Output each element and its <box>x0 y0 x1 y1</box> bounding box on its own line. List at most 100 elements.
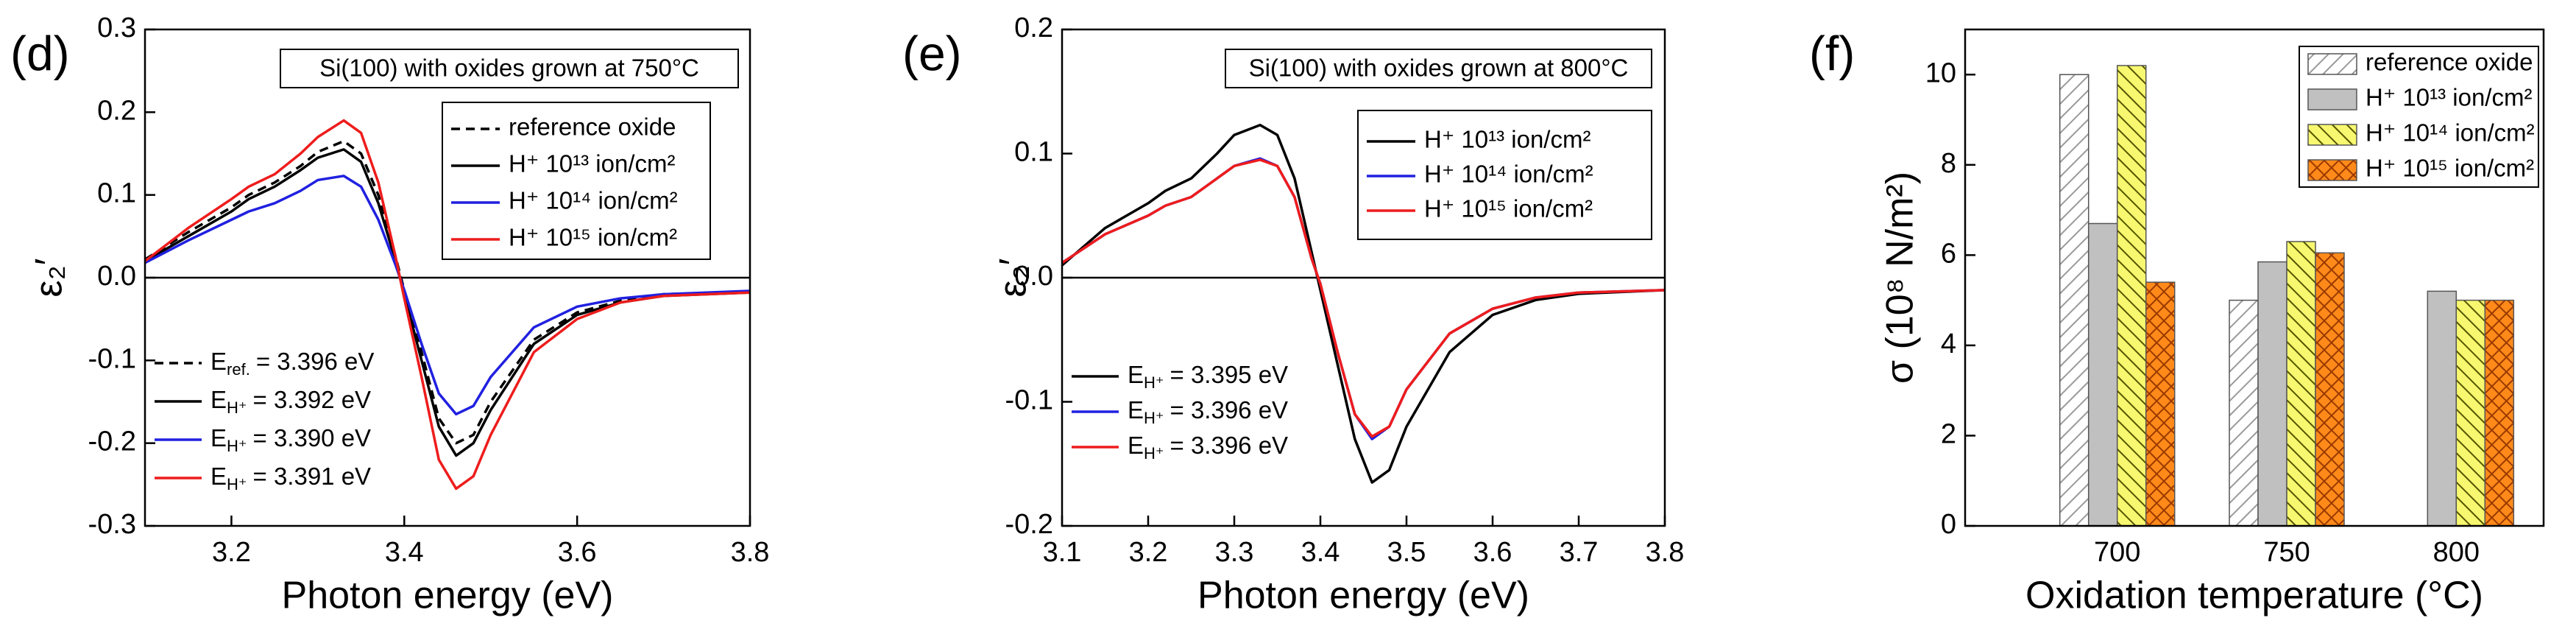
x-tick-label: 750 <box>2263 537 2310 568</box>
annotation-text: = 3.391 eV <box>253 463 372 490</box>
x-tick-label: 3.2 <box>212 537 251 568</box>
y-tick-label: 8 <box>1941 148 1956 179</box>
series-line <box>144 139 751 445</box>
annotation-text: = 3.396 eV <box>256 348 375 375</box>
annotation-text: = 3.390 eV <box>253 424 372 451</box>
plot-frame <box>1964 28 2545 527</box>
legend-label: H⁺ 10¹⁵ ion/cm² <box>509 224 677 251</box>
y-tick-label: 0.2 <box>1014 13 1053 43</box>
annotation-subscript: H⁺ <box>1144 373 1164 392</box>
y-tick-label: -0.1 <box>88 343 136 374</box>
bar <box>2455 299 2486 527</box>
annotation-symbol: E <box>210 348 227 375</box>
legend-label: H⁺ 10¹⁵ ion/cm² <box>1424 195 1593 222</box>
chart-title: Si(100) with oxides grown at 750°C <box>319 55 699 82</box>
annotation: EH⁺ = 3.396 eV <box>1128 396 1288 427</box>
bar <box>2484 299 2515 527</box>
y-axis-label: ε₂′ <box>992 258 1035 297</box>
annotation: EH⁺ = 3.396 eV <box>1128 432 1288 463</box>
annotation: EH⁺ = 3.391 eV <box>210 463 371 493</box>
y-tick-label: 0 <box>1941 509 1956 540</box>
annotation-subscript: H⁺ <box>1144 409 1164 427</box>
annotation-symbol: E <box>210 424 227 451</box>
legend-label: reference oxide <box>509 113 676 141</box>
annotation: EH⁺ = 3.395 eV <box>1128 361 1288 392</box>
legend-label: H⁺ 10¹⁴ ion/cm² <box>2366 119 2535 147</box>
bar <box>2229 299 2259 527</box>
series-line <box>1061 158 1666 438</box>
y-tick-label: 0.0 <box>1014 261 1053 292</box>
legend-swatch <box>2307 124 2357 146</box>
x-tick-label: 3.8 <box>1646 537 1685 568</box>
annotation-symbol: E <box>210 386 227 413</box>
bar <box>2116 65 2147 527</box>
bar <box>2257 261 2287 527</box>
legend-swatch <box>2307 88 2357 110</box>
annotation-text: = 3.395 eV <box>1170 361 1289 388</box>
annotation-symbol: E <box>1128 432 1144 459</box>
bar <box>2087 222 2118 527</box>
x-axis-label: Photon energy (eV) <box>1197 575 1529 617</box>
annotation-text: = 3.396 eV <box>1170 396 1289 424</box>
y-tick-label: 0.0 <box>97 261 136 292</box>
legend-label: H⁺ 10¹⁴ ion/cm² <box>1424 161 1593 188</box>
bar <box>2059 74 2090 527</box>
y-axis-label: σ (10⁸ N/m²) <box>1879 172 1922 384</box>
plot-frame <box>144 28 751 527</box>
x-tick-label: 700 <box>2094 537 2140 568</box>
x-axis-label: Oxidation temperature (°C) <box>2025 575 2483 617</box>
panel-label: (d) <box>10 26 70 80</box>
x-tick-label: 3.6 <box>558 537 597 568</box>
x-tick-label: 3.5 <box>1387 537 1426 568</box>
x-tick-label: 3.7 <box>1560 537 1599 568</box>
legend-swatch <box>2307 53 2357 75</box>
plot-frame <box>1061 28 1666 527</box>
y-tick-label: 0.1 <box>1014 137 1053 168</box>
y-tick-label: 0.2 <box>97 95 136 126</box>
bar <box>2427 290 2458 527</box>
title-box <box>280 49 739 88</box>
y-tick-label: 10 <box>1925 57 1956 88</box>
panel-label: (f) <box>1809 26 1855 80</box>
bar <box>2286 241 2316 527</box>
x-tick-label: 3.6 <box>1473 537 1512 568</box>
title-box <box>1225 49 1652 88</box>
series-line <box>144 119 751 491</box>
annotation-symbol: E <box>1128 396 1144 424</box>
y-axis-label: ε₂′ <box>28 258 71 297</box>
y-tick-label: -0.3 <box>88 509 136 540</box>
annotation: EH⁺ = 3.392 eV <box>210 386 371 417</box>
annotation-subscript: H⁺ <box>227 437 247 455</box>
x-tick-label: 3.8 <box>731 537 770 568</box>
y-tick-label: 4 <box>1941 328 1956 359</box>
bar <box>2315 252 2345 527</box>
legend-swatch <box>2307 159 2357 181</box>
legend-label: H⁺ 10¹³ ion/cm² <box>2366 84 2532 111</box>
annotation-subscript: H⁺ <box>227 475 247 493</box>
legend-label: reference oxide <box>2366 49 2533 76</box>
annotation-symbol: E <box>210 463 227 490</box>
annotation: Eref. = 3.396 eV <box>210 348 374 379</box>
y-tick-label: 6 <box>1941 238 1956 269</box>
x-tick-label: 3.3 <box>1215 537 1254 568</box>
legend-label: H⁺ 10¹³ ion/cm² <box>1424 126 1590 153</box>
x-tick-label: 3.1 <box>1043 537 1082 568</box>
legend-label: H⁺ 10¹³ ion/cm² <box>509 150 675 178</box>
y-tick-label: -0.2 <box>88 426 136 457</box>
x-tick-label: 800 <box>2433 537 2480 568</box>
annotation-subscript: H⁺ <box>1144 444 1164 463</box>
x-axis-label: Photon energy (eV) <box>282 575 614 617</box>
annotation-subscript: H⁺ <box>227 398 247 417</box>
y-tick-label: 0.3 <box>97 13 136 43</box>
y-tick-label: 2 <box>1941 418 1956 449</box>
legend-label: H⁺ 10¹⁴ ion/cm² <box>509 187 678 214</box>
annotation-text: = 3.392 eV <box>253 386 372 413</box>
annotation-subscript: ref. <box>227 360 250 379</box>
annotation: EH⁺ = 3.390 eV <box>210 424 371 455</box>
x-tick-label: 3.4 <box>385 537 424 568</box>
panel-label: (e) <box>902 26 962 80</box>
y-tick-label: -0.1 <box>1005 385 1053 416</box>
x-tick-label: 3.2 <box>1129 537 1168 568</box>
x-tick-label: 3.4 <box>1301 537 1340 568</box>
